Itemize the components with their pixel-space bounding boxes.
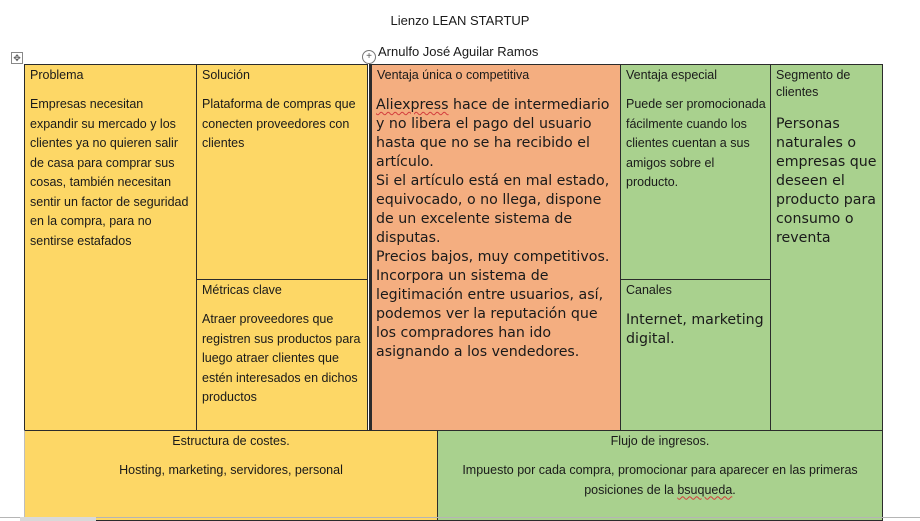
ventaja-unica-p3: Precios bajos, muy competitivos. [376, 249, 610, 265]
page-divider [0, 517, 920, 518]
scrollbar-thumb[interactable] [20, 517, 96, 521]
ventaja-unica-heading: Ventaja única o competitiva [377, 68, 530, 82]
document-title: Lienzo LEAN STARTUP [390, 13, 530, 28]
ingresos-heading: Flujo de ingresos. [610, 434, 710, 448]
canales-heading: Canales [626, 283, 672, 297]
cell-costes[interactable]: Estructura de costes. Hosting, marketing… [24, 430, 438, 521]
segmento-heading: Segmento de clientes [776, 68, 851, 99]
problema-heading: Problema [30, 68, 84, 82]
ventaja-especial-text: Puede ser promocionada fácilmente cuando… [626, 97, 766, 189]
ventaja-unica-p1: hace de intermediario y no libera el pag… [376, 97, 610, 170]
cell-problema[interactable]: Problema Empresas necesitan expandir su … [24, 64, 197, 431]
table-move-handle-icon[interactable]: ✥ [11, 52, 23, 64]
costes-text: Hosting, marketing, servidores, personal [119, 463, 343, 477]
cell-metricas[interactable]: Métricas clave Atraer proveedores que re… [196, 279, 368, 431]
cell-segmento[interactable]: Segmento de clientes Personas naturales … [770, 64, 883, 431]
author-name: Arnulfo José Aguilar Ramos [378, 44, 539, 59]
ingresos-text: Impuesto por cada compra, promocionar pa… [444, 461, 876, 500]
metricas-heading: Métricas clave [202, 283, 282, 297]
metricas-text: Atraer proveedores que registren sus pro… [202, 312, 361, 404]
ventaja-unica-text: Aliexpress hace de intermediario y no li… [376, 96, 616, 362]
problema-text: Empresas necesitan expandir su mercado y… [30, 97, 189, 248]
ingresos-text-end: . [732, 482, 736, 497]
costes-heading: Estructura de costes. [172, 434, 290, 448]
cell-ventaja-especial[interactable]: Ventaja especial Puede ser promocionada … [620, 64, 771, 280]
spellcheck-word: Aliexpress [376, 97, 449, 113]
cell-ventaja-unica[interactable]: Ventaja única o competitiva Aliexpress h… [369, 64, 621, 431]
solucion-heading: Solución [202, 68, 250, 82]
cell-ingresos[interactable]: Flujo de ingresos. Impuesto por cada com… [437, 430, 883, 521]
cell-canales[interactable]: Canales Internet, marketing digital. [620, 279, 771, 431]
segmento-text: Personas naturales o empresas que deseen… [776, 116, 877, 246]
ventaja-especial-heading: Ventaja especial [626, 68, 718, 82]
spellcheck-word-ingresos: bsuqueda [677, 482, 733, 497]
ingresos-text-start: Impuesto por cada compra, promocionar pa… [462, 463, 858, 497]
canales-text: Internet, marketing digital. [626, 312, 764, 347]
ventaja-unica-p2: Si el artículo está en mal estado, equiv… [376, 173, 610, 246]
solucion-text: Plataforma de compras que conecten prove… [202, 97, 356, 150]
ventaja-unica-p4: Incorpora un sistema de legitimación ent… [376, 268, 604, 360]
cell-solucion[interactable]: Solución Plataforma de compras que conec… [196, 64, 368, 280]
plus-circle-icon[interactable]: + [362, 50, 376, 64]
